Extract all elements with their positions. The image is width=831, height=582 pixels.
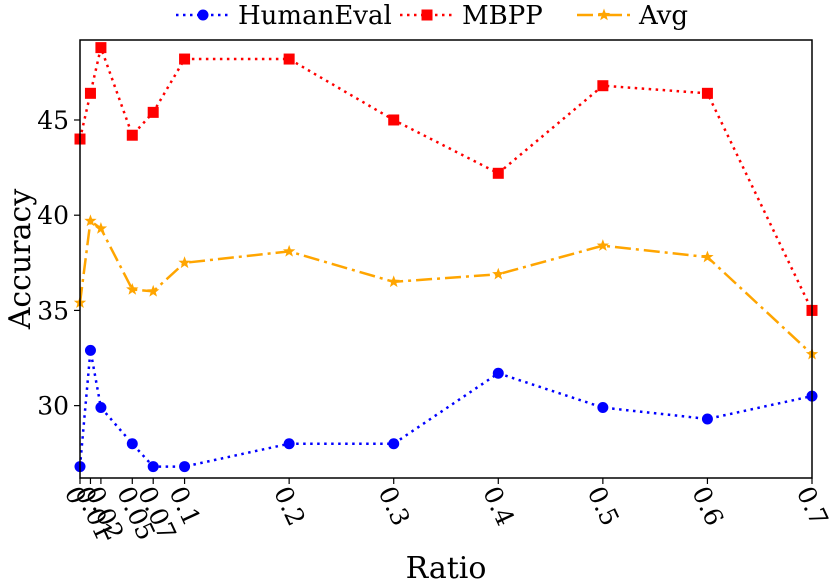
y-tick-label: 40	[37, 201, 69, 230]
point-mbpp-2	[95, 42, 107, 54]
x-tick-label: 0.3	[373, 482, 416, 530]
series-line-mbpp	[78, 43, 814, 311]
point-humaneval-9	[597, 402, 609, 414]
x-axis-ticks: 00.010.020.050.070.1 0.2 0.3 0.4 0.5 0.6 0.7	[59, 478, 831, 545]
point-mbpp-9	[597, 80, 609, 92]
x-tick-label: 0.2	[268, 482, 311, 530]
legend-item-avg: Avg	[577, 1, 688, 31]
point-humaneval-7	[388, 438, 400, 450]
series-line-avg	[78, 218, 813, 356]
y-tick-label: 45	[37, 106, 69, 135]
point-avg-5	[178, 256, 191, 269]
point-humaneval-3	[126, 438, 138, 450]
point-avg-9	[596, 239, 610, 251]
point-mbpp-1	[84, 87, 96, 99]
point-mbpp-5	[179, 53, 191, 65]
y-tick-label: 35	[37, 296, 69, 325]
legend-label: MBPP	[462, 1, 543, 31]
point-humaneval-4	[147, 461, 159, 473]
legend-marker	[421, 9, 433, 21]
point-humaneval-1	[84, 344, 96, 356]
point-avg-8	[492, 267, 505, 280]
point-avg-6	[282, 244, 296, 257]
point-humaneval-6	[283, 438, 295, 450]
y-axis-ticks: 30 35 40 45	[37, 106, 80, 421]
point-mbpp-3	[126, 129, 138, 141]
legend-item-mbpp: MBPP	[400, 1, 543, 31]
legend-marker	[597, 8, 611, 21]
point-avg-4	[147, 284, 160, 297]
legend-label: HumanEval	[238, 1, 392, 31]
legend-item-humaneval: HumanEval	[176, 1, 392, 31]
y-axis-label: Accuracy	[3, 189, 38, 331]
x-axis-label: Ratio	[406, 551, 487, 582]
legend-label: Avg	[638, 1, 688, 31]
point-mbpp-4	[147, 106, 159, 118]
series-layer	[73, 42, 819, 473]
point-avg-2	[94, 222, 108, 234]
series-line-humaneval	[78, 350, 813, 468]
point-avg-10	[701, 250, 714, 263]
series-mbpp	[74, 42, 818, 316]
point-mbpp-10	[701, 87, 713, 99]
series-humaneval	[74, 344, 818, 473]
plot-frame	[79, 39, 813, 479]
x-tick-label: 0.4	[477, 482, 520, 530]
point-humaneval-8	[492, 367, 504, 379]
point-humaneval-10	[701, 413, 713, 425]
series-avg	[73, 214, 819, 360]
x-tick-label: 0.6	[686, 482, 729, 530]
point-humaneval-2	[95, 402, 107, 414]
point-humaneval-5	[179, 461, 191, 473]
point-avg-1	[84, 214, 97, 227]
x-tick-label: 0.7	[791, 482, 831, 530]
point-mbpp-8	[492, 167, 504, 179]
point-avg-7	[387, 275, 400, 288]
y-tick-label: 30	[37, 392, 69, 421]
point-mbpp-7	[388, 114, 400, 126]
point-avg-3	[126, 282, 139, 295]
legend-marker	[197, 9, 209, 21]
x-tick-label: 0.5	[582, 482, 625, 530]
point-mbpp-6	[283, 53, 295, 65]
legend: HumanEval MBPP Avg	[176, 1, 688, 31]
